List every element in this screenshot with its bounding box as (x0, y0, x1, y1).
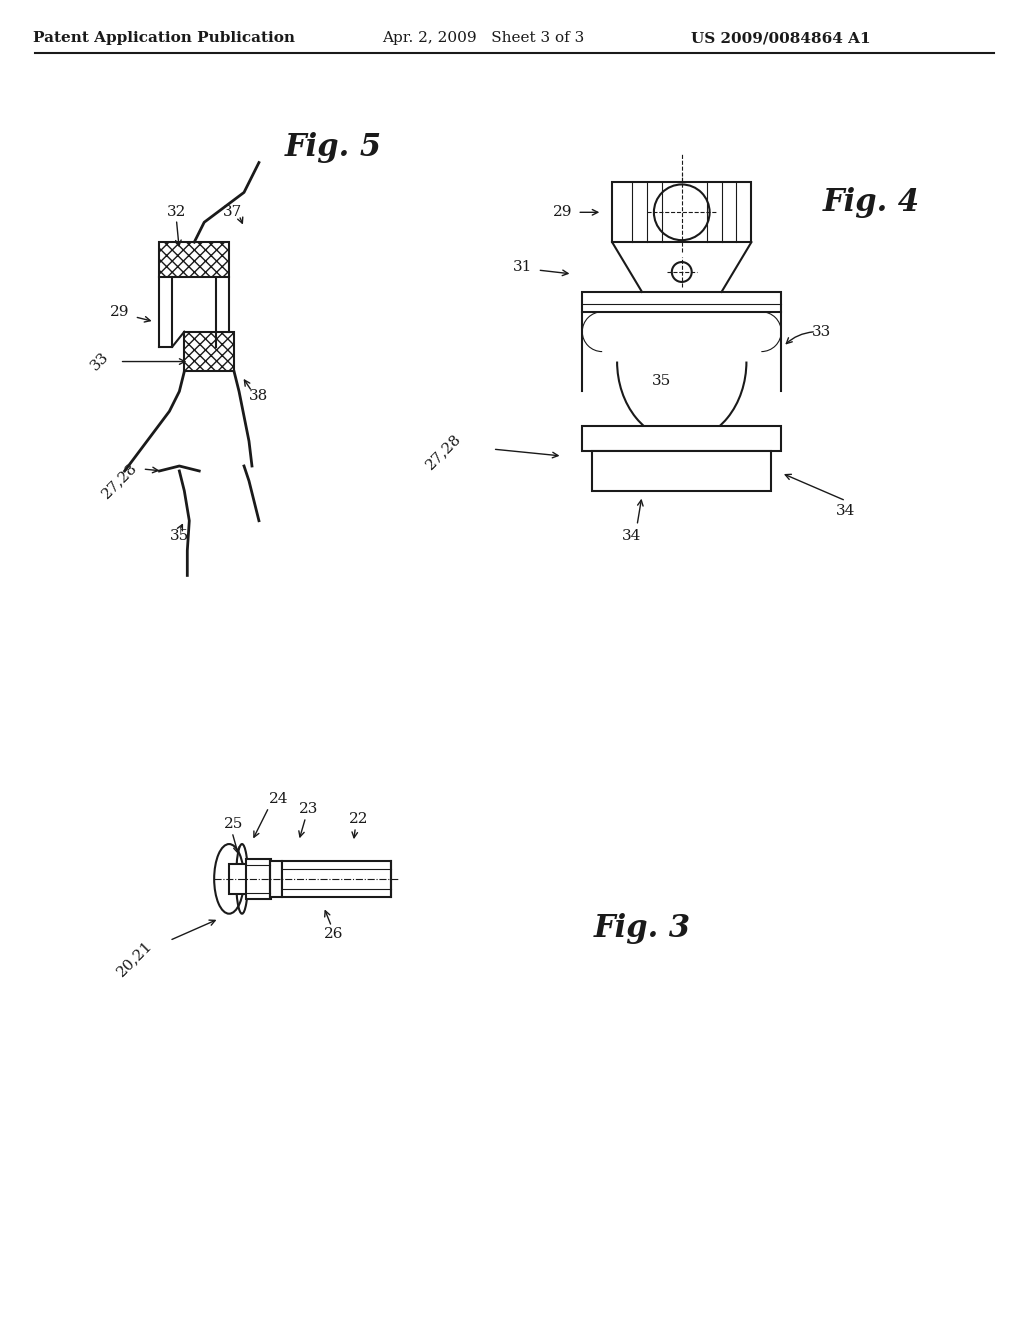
Bar (583, 426, 781, 451)
Text: Fig. 4: Fig. 4 (822, 187, 920, 218)
Text: 29: 29 (110, 305, 129, 319)
Text: 29: 29 (553, 206, 572, 219)
Text: 32: 32 (167, 206, 186, 219)
Text: 27,28: 27,28 (99, 461, 140, 502)
Text: 23: 23 (299, 803, 318, 816)
Bar (282, 861, 391, 896)
Text: 26: 26 (324, 927, 343, 941)
Text: 20,21: 20,21 (114, 939, 155, 979)
Bar (583, 292, 781, 312)
Text: Patent Application Publication: Patent Application Publication (34, 32, 295, 45)
Text: 31: 31 (513, 260, 532, 275)
Text: 22: 22 (349, 812, 369, 826)
Text: 34: 34 (837, 504, 856, 517)
Text: 35: 35 (170, 528, 189, 543)
Text: 35: 35 (652, 375, 672, 388)
Text: Fig. 3: Fig. 3 (593, 913, 690, 944)
Bar (184, 331, 234, 371)
Bar (246, 859, 271, 899)
Bar (270, 861, 282, 896)
Bar (160, 242, 229, 277)
Bar (592, 451, 771, 491)
Bar (229, 865, 249, 894)
Text: 34: 34 (623, 528, 642, 543)
Text: 38: 38 (249, 389, 268, 404)
Text: 33: 33 (88, 350, 112, 374)
Text: US 2009/0084864 A1: US 2009/0084864 A1 (691, 32, 871, 45)
Bar (612, 182, 752, 242)
Text: 37: 37 (222, 206, 242, 219)
Text: 24: 24 (269, 792, 289, 807)
Text: 33: 33 (811, 325, 830, 339)
Text: 27,28: 27,28 (423, 430, 464, 471)
Text: Fig. 5: Fig. 5 (285, 132, 382, 164)
Text: 25: 25 (224, 817, 244, 832)
Text: Apr. 2, 2009   Sheet 3 of 3: Apr. 2, 2009 Sheet 3 of 3 (382, 32, 584, 45)
